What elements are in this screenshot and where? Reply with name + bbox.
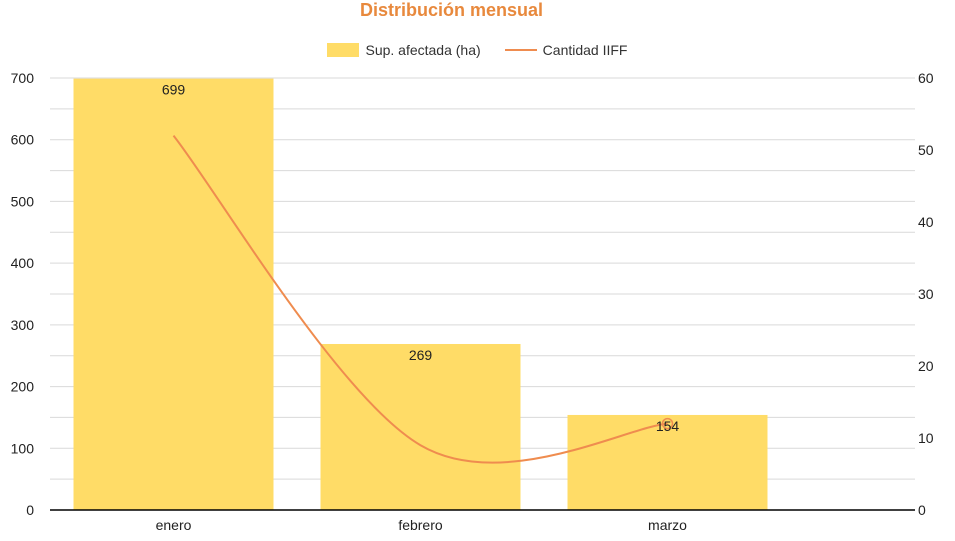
y-right-tick-label: 60 <box>918 70 934 86</box>
data-label: 269 <box>409 347 433 363</box>
y-right-tick-label: 10 <box>918 430 934 446</box>
y-right-tick-label: 0 <box>918 502 926 518</box>
y-right-tick-label: 20 <box>918 358 934 374</box>
legend: Sup. afectada (ha) Cantidad IIFF <box>0 42 955 58</box>
line-point <box>661 417 674 430</box>
x-tick-label: marzo <box>648 517 687 533</box>
bars <box>73 78 768 511</box>
x-tick-label: febrero <box>398 517 443 533</box>
y-right-tick-label: 30 <box>918 286 934 302</box>
data-label: 699 <box>162 82 186 98</box>
bar <box>73 78 274 511</box>
legend-item-line[interactable]: Cantidad IIFF <box>504 42 628 58</box>
line-path <box>172 134 668 464</box>
y-left-tick-label: 600 <box>11 132 35 148</box>
y-left-tick-label: 400 <box>11 255 35 271</box>
data-label: 154 <box>656 418 680 434</box>
y-right-tick-label: 40 <box>918 214 934 230</box>
legend-swatch-line <box>504 49 537 51</box>
y-left-tick-label: 0 <box>26 502 34 518</box>
legend-item-bar[interactable]: Sup. afectada (ha) <box>327 42 481 58</box>
legend-swatch-bar <box>327 43 360 57</box>
line-series <box>172 134 674 464</box>
y-left-tick-label: 300 <box>11 317 35 333</box>
bar <box>320 343 521 510</box>
y-left-tick-label: 100 <box>11 440 35 456</box>
y-left-tick-label: 200 <box>11 379 35 395</box>
data-labels: 699 269 154 <box>162 82 680 434</box>
x-tick-label: enero <box>156 517 192 533</box>
y-left-tick-label: 500 <box>11 193 35 209</box>
legend-label-bar: Sup. afectada (ha) <box>365 42 481 58</box>
y-right-tick-label: 50 <box>918 142 934 158</box>
chart-title: Distribución mensual <box>359 0 544 20</box>
y-left-tick-label: 700 <box>11 70 35 86</box>
legend-label-line: Cantidad IIFF <box>542 42 628 58</box>
axes: 0 100 200 300 400 500 600 700 0 10 20 30 40 50 60 enero… <box>11 70 934 533</box>
bar <box>567 414 768 510</box>
